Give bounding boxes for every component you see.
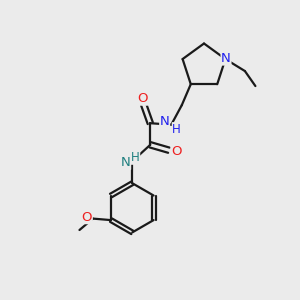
Text: O: O <box>82 211 92 224</box>
Text: H: H <box>172 123 181 136</box>
Text: N: N <box>160 115 169 128</box>
Text: O: O <box>137 92 147 105</box>
Text: O: O <box>171 145 181 158</box>
Text: N: N <box>121 156 130 169</box>
Text: N: N <box>221 52 231 65</box>
Text: H: H <box>131 151 140 164</box>
